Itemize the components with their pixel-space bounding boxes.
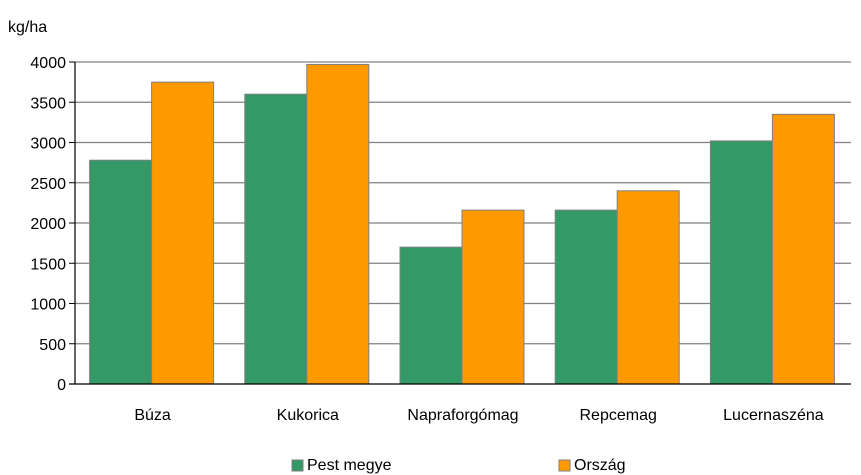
y-tick-label: 1000 <box>30 297 66 314</box>
x-tick-labels: Búza Kukorica Napraforgómag Repcemag Lucerna… <box>134 407 823 424</box>
bar-orszag <box>306 63 370 385</box>
x-tick-label: Kukorica <box>277 407 339 424</box>
axes <box>69 62 851 385</box>
y-tick-label: 500 <box>39 337 66 354</box>
y-tick-label: 3500 <box>30 95 66 112</box>
bar-orszag <box>616 190 680 385</box>
bar-pest-megye <box>399 246 463 385</box>
legend-label: Pest megye <box>307 457 392 474</box>
legend-swatch <box>291 459 304 472</box>
x-tick-label: Búza <box>134 407 171 424</box>
bar-orszag <box>151 81 215 385</box>
y-tick-label: 2000 <box>30 216 66 233</box>
x-tick-label: Lucernaszéna <box>723 407 824 424</box>
bar-pest-megye <box>89 159 153 385</box>
bar-orszag <box>771 113 835 385</box>
y-tick-label: 2500 <box>30 176 66 193</box>
bar-pest-megye <box>244 93 308 385</box>
legend: Pest megye Ország <box>291 457 626 474</box>
y-tick-label: 3000 <box>30 136 66 153</box>
bars <box>89 63 835 385</box>
legend-swatch <box>558 459 571 472</box>
bar-pest-megye <box>709 140 773 385</box>
y-tick-labels: 0 500 1000 1500 2000 2500 3000 3500 4000 <box>30 55 75 394</box>
y-tick-label: 1500 <box>30 256 66 273</box>
x-tick-label: Napraforgómag <box>407 407 518 424</box>
y-tick-label: 4000 <box>30 55 66 72</box>
x-tick-label: Repcemag <box>580 407 657 424</box>
y-axis-label: kg/ha <box>8 19 47 36</box>
y-tick-label: 0 <box>57 377 66 394</box>
bar-pest-megye <box>554 209 618 385</box>
bar-orszag <box>461 209 525 385</box>
legend-label: Ország <box>574 457 626 474</box>
